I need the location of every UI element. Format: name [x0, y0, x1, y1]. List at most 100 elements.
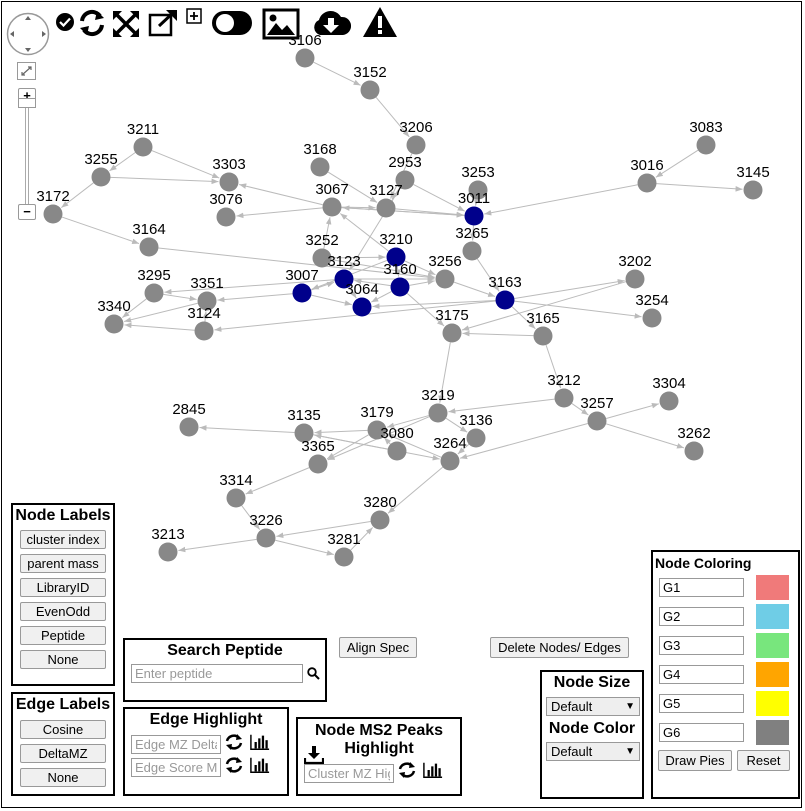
- graph-node[interactable]: [197, 291, 217, 311]
- graph-node[interactable]: [322, 197, 342, 217]
- graph-node[interactable]: [466, 428, 486, 448]
- graph-node[interactable]: [370, 510, 390, 530]
- edge-label-deltamz-button[interactable]: DeltaMZ: [20, 744, 106, 763]
- open-external-icon[interactable]: [147, 8, 181, 38]
- group-name-input[interactable]: [659, 665, 744, 684]
- graph-node[interactable]: [226, 488, 246, 508]
- graph-edge[interactable]: [163, 293, 197, 302]
- graph-edge[interactable]: [236, 207, 323, 219]
- search-icon[interactable]: [307, 667, 320, 680]
- graph-node[interactable]: [406, 135, 426, 155]
- graph-edge[interactable]: [473, 198, 480, 206]
- graph-node[interactable]: [625, 269, 645, 289]
- graph-node[interactable]: [133, 137, 153, 157]
- graph-node[interactable]: [91, 167, 111, 187]
- graph-node[interactable]: [533, 326, 553, 346]
- warning-icon[interactable]: [362, 6, 398, 38]
- graph-node[interactable]: [386, 247, 406, 267]
- graph-edge[interactable]: [121, 298, 147, 318]
- graph-edge[interactable]: [348, 286, 357, 299]
- graph-edge[interactable]: [61, 182, 94, 208]
- graph-node[interactable]: [464, 206, 484, 226]
- graph-edge[interactable]: [655, 149, 699, 178]
- graph-edge[interactable]: [461, 281, 627, 331]
- graph-node[interactable]: [743, 180, 763, 200]
- graph-edge[interactable]: [158, 247, 435, 280]
- graph-node[interactable]: [144, 283, 164, 303]
- graph-node[interactable]: [435, 269, 455, 289]
- group-color-swatch[interactable]: [756, 720, 789, 745]
- ms2-refresh-icon[interactable]: [397, 761, 417, 779]
- graph-node[interactable]: [440, 451, 460, 471]
- edge-label-cosine-button[interactable]: Cosine: [20, 720, 106, 739]
- graph-node[interactable]: [139, 237, 159, 257]
- edge-score-refresh-icon[interactable]: [224, 756, 244, 774]
- graph-node[interactable]: [468, 180, 488, 200]
- graph-edge[interactable]: [386, 433, 442, 458]
- group-name-input[interactable]: [659, 723, 744, 742]
- edge-delta-chart-icon[interactable]: [250, 733, 270, 751]
- label-cluster-index-button[interactable]: cluster index: [20, 530, 106, 549]
- graph-edge[interactable]: [514, 300, 642, 319]
- graph-node[interactable]: [256, 528, 276, 548]
- fit-icon[interactable]: [111, 9, 141, 39]
- graph-edge[interactable]: [406, 292, 445, 327]
- graph-node[interactable]: [376, 198, 396, 218]
- graph-edge[interactable]: [383, 437, 392, 445]
- graph-edge[interactable]: [314, 429, 368, 436]
- label-none-button[interactable]: None: [20, 650, 106, 669]
- graph-edge[interactable]: [484, 184, 638, 216]
- graph-node[interactable]: [554, 388, 574, 408]
- edge-delta-refresh-icon[interactable]: [224, 733, 244, 751]
- zoom-slider-handle[interactable]: [18, 98, 36, 108]
- graph-node[interactable]: [310, 157, 330, 177]
- group-color-swatch[interactable]: [756, 604, 789, 629]
- graph-edge[interactable]: [350, 527, 374, 551]
- graph-edge[interactable]: [339, 213, 389, 252]
- graph-node[interactable]: [367, 420, 387, 440]
- graph-edge[interactable]: [323, 217, 332, 249]
- node-size-select[interactable]: Default ▼: [546, 697, 640, 716]
- graph-edge[interactable]: [178, 538, 257, 553]
- graph-edge[interactable]: [310, 281, 335, 291]
- graph-edge[interactable]: [202, 311, 209, 322]
- edge-score-chart-icon[interactable]: [250, 756, 270, 774]
- graph-edge[interactable]: [61, 216, 140, 245]
- graph-node[interactable]: [294, 423, 314, 443]
- cluster-mz-input[interactable]: [304, 764, 394, 783]
- graph-edge[interactable]: [438, 342, 451, 403]
- graph-edge[interactable]: [413, 183, 465, 212]
- edge-label-none-button[interactable]: None: [20, 768, 106, 787]
- graph-edge[interactable]: [394, 266, 401, 277]
- graph-edge[interactable]: [354, 278, 391, 287]
- graph-edge[interactable]: [331, 254, 386, 261]
- graph-node[interactable]: [696, 135, 716, 155]
- graph-node[interactable]: [684, 441, 704, 461]
- graph-node[interactable]: [642, 308, 662, 328]
- graph-edge[interactable]: [606, 402, 660, 419]
- group-color-swatch[interactable]: [756, 633, 789, 658]
- group-name-input[interactable]: [659, 607, 744, 626]
- graph-node[interactable]: [158, 542, 178, 562]
- delete-nodes-edges-button[interactable]: Delete Nodes/ Edges: [490, 637, 629, 658]
- graph-edge[interactable]: [476, 258, 500, 292]
- graph-edge[interactable]: [395, 208, 464, 218]
- graph-edge[interactable]: [386, 415, 429, 428]
- graph-edge[interactable]: [124, 322, 195, 331]
- graph-edge[interactable]: [217, 293, 293, 303]
- graph-edge[interactable]: [391, 187, 401, 200]
- graph-edge[interactable]: [545, 344, 562, 389]
- graph-edge[interactable]: [124, 302, 198, 323]
- graph-edge[interactable]: [214, 300, 496, 332]
- edge-score-min-input[interactable]: [131, 758, 221, 777]
- peptide-search-input[interactable]: [131, 664, 303, 683]
- ms2-chart-icon[interactable]: [423, 761, 443, 779]
- label-library-id-button[interactable]: LibraryID: [20, 578, 106, 597]
- graph-edge[interactable]: [199, 425, 295, 434]
- zoom-slider-track[interactable]: [25, 95, 29, 215]
- graph-node[interactable]: [352, 297, 372, 317]
- label-peptide-button[interactable]: Peptide: [20, 626, 106, 645]
- graph-edge[interactable]: [109, 152, 136, 172]
- graph-edge[interactable]: [453, 281, 496, 298]
- group-name-input[interactable]: [659, 578, 744, 597]
